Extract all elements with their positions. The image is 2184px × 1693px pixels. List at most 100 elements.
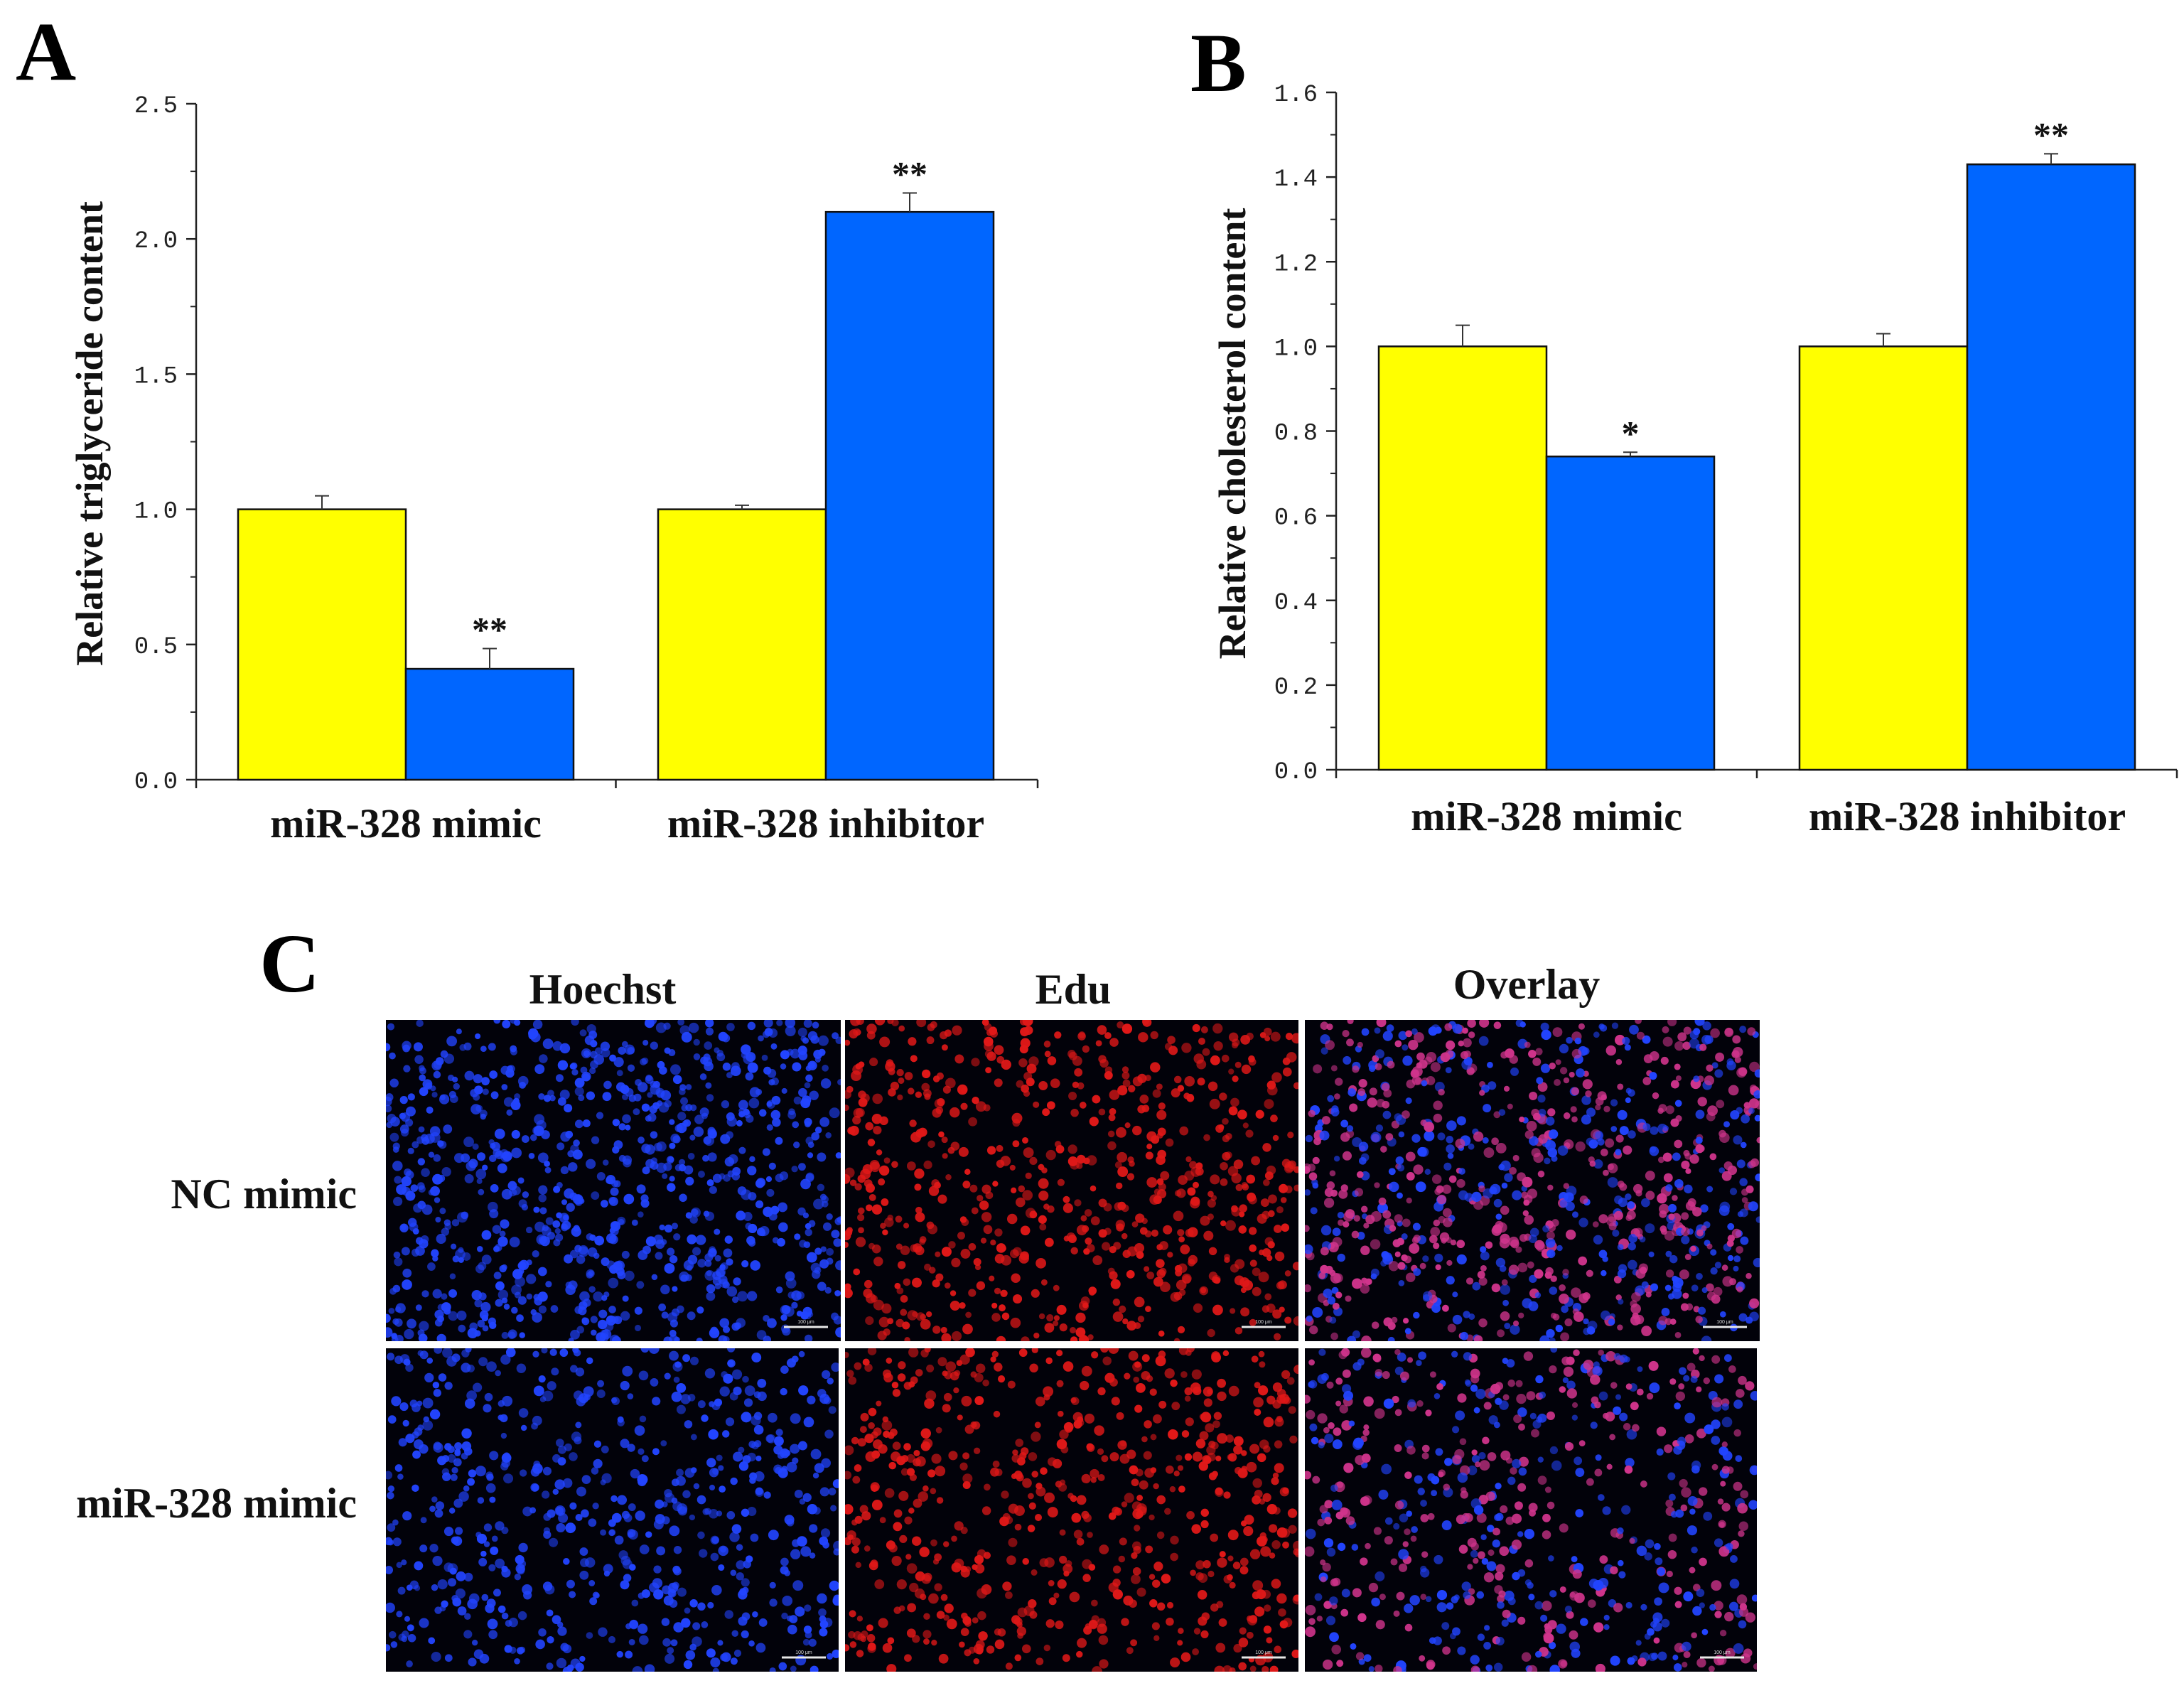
cell-nucleus: [1090, 1468, 1099, 1479]
cell-nucleus: [1016, 1080, 1024, 1088]
y-tick-label: 1.5: [134, 363, 178, 390]
cell-nucleus: [1406, 1079, 1416, 1089]
cell-nucleus: [888, 1543, 898, 1553]
cell-nucleus: [797, 1027, 807, 1037]
cell-nucleus: [854, 1515, 863, 1524]
cell-nucleus: [1293, 1365, 1298, 1375]
cell-nucleus: [697, 1400, 706, 1409]
cell-nucleus: [685, 1212, 692, 1219]
cell-nucleus: [638, 1370, 649, 1381]
cell-nucleus: [1624, 1044, 1631, 1051]
cell-nucleus: [780, 1063, 787, 1070]
cell-nucleus: [1576, 1068, 1585, 1077]
cell-nucleus: [763, 1315, 770, 1322]
cell-nucleus: [670, 1639, 678, 1647]
cell-nucleus: [1401, 1254, 1408, 1262]
cell-nucleus: [975, 1101, 986, 1112]
cell-nucleus: [721, 1100, 730, 1109]
cell-nucleus: [845, 1228, 853, 1237]
cell-nucleus: [1443, 1218, 1453, 1227]
cell-nucleus: [1086, 1244, 1095, 1253]
cell-nucleus: [1663, 1173, 1673, 1183]
cell-nucleus: [1054, 1031, 1062, 1039]
cell-nucleus: [559, 1348, 569, 1358]
cell-nucleus: [810, 1449, 822, 1460]
cell-nucleus: [436, 1333, 446, 1341]
cell-nucleus: [950, 1300, 960, 1311]
cell-nucleus: [1384, 1517, 1393, 1525]
cell-nucleus: [975, 1640, 985, 1650]
cell-nucleus: [716, 1268, 726, 1277]
cell-nucleus: [1075, 1327, 1086, 1338]
cell-nucleus: [1535, 1048, 1543, 1055]
cell-nucleus: [1338, 1189, 1348, 1199]
cell-nucleus: [530, 1467, 540, 1477]
cell-nucleus: [1029, 1611, 1038, 1619]
cell-nucleus: [1221, 1054, 1230, 1063]
cell-nucleus: [1442, 1184, 1452, 1194]
cell-nucleus: [1603, 1169, 1609, 1176]
cell-nucleus: [724, 1610, 733, 1619]
cell-nucleus: [1132, 1125, 1142, 1136]
cell-nucleus: [845, 1173, 851, 1184]
cell-nucleus: [1232, 1075, 1239, 1082]
cell-nucleus: [705, 1020, 714, 1028]
cell-nucleus: [968, 1243, 977, 1251]
cell-nucleus: [1354, 1188, 1364, 1197]
cell-nucleus: [1690, 1375, 1698, 1383]
cell-nucleus: [805, 1222, 812, 1230]
cell-nucleus: [556, 1212, 562, 1219]
cell-nucleus: [388, 1307, 395, 1314]
cell-nucleus: [1305, 1528, 1316, 1539]
cell-nucleus: [1122, 1249, 1131, 1258]
cell-nucleus: [923, 1613, 930, 1621]
cell-nucleus: [977, 1195, 984, 1202]
cell-nucleus: [1245, 1129, 1254, 1138]
cell-nucleus: [1249, 1227, 1257, 1235]
cell-nucleus: [973, 1447, 981, 1455]
cell-nucleus: [942, 1404, 951, 1413]
cell-nucleus: [830, 1505, 837, 1512]
cell-nucleus: [944, 1603, 954, 1613]
cell-nucleus: [714, 1228, 721, 1235]
cell-nucleus: [1337, 1212, 1345, 1219]
cell-nucleus: [511, 1147, 522, 1159]
cell-nucleus: [1249, 1444, 1260, 1454]
cell-nucleus: [804, 1604, 812, 1612]
cell-nucleus: [1510, 1067, 1519, 1076]
cell-nucleus: [1593, 1031, 1600, 1038]
cell-nucleus: [1263, 1625, 1272, 1634]
cell-nucleus: [1011, 1273, 1021, 1283]
cell-nucleus: [819, 1487, 829, 1497]
cell-nucleus: [447, 1453, 456, 1463]
cell-nucleus: [954, 1521, 964, 1531]
cell-nucleus: [413, 1203, 423, 1213]
cell-nucleus: [1745, 1612, 1756, 1623]
cell-nucleus: [1383, 1317, 1393, 1327]
cell-nucleus: [1749, 1311, 1759, 1322]
cell-nucleus: [653, 1519, 664, 1530]
cell-nucleus: [1541, 1029, 1551, 1041]
cell-nucleus: [820, 1528, 831, 1538]
cell-nucleus: [389, 1078, 399, 1088]
cell-nucleus: [468, 1469, 477, 1478]
cell-nucleus: [567, 1150, 575, 1158]
cell-nucleus: [554, 1479, 565, 1490]
cell-nucleus: [1434, 1253, 1443, 1263]
cell-nucleus: [386, 1537, 393, 1546]
cell-nucleus: [478, 1357, 488, 1367]
cell-nucleus: [387, 1415, 397, 1424]
cell-nucleus: [1121, 1023, 1133, 1034]
cell-nucleus: [851, 1537, 861, 1547]
cell-nucleus: [1384, 1536, 1393, 1545]
cell-nucleus: [945, 1173, 952, 1181]
cell-nucleus: [1381, 1082, 1390, 1092]
cell-nucleus: [1549, 1286, 1558, 1295]
cell-nucleus: [1343, 1211, 1354, 1222]
cell-nucleus: [807, 1031, 818, 1041]
cell-nucleus: [537, 1152, 549, 1163]
cell-nucleus: [690, 1434, 697, 1441]
cell-nucleus: [1241, 1181, 1248, 1189]
cell-nucleus: [424, 1133, 435, 1144]
cell-nucleus: [1613, 1353, 1621, 1360]
